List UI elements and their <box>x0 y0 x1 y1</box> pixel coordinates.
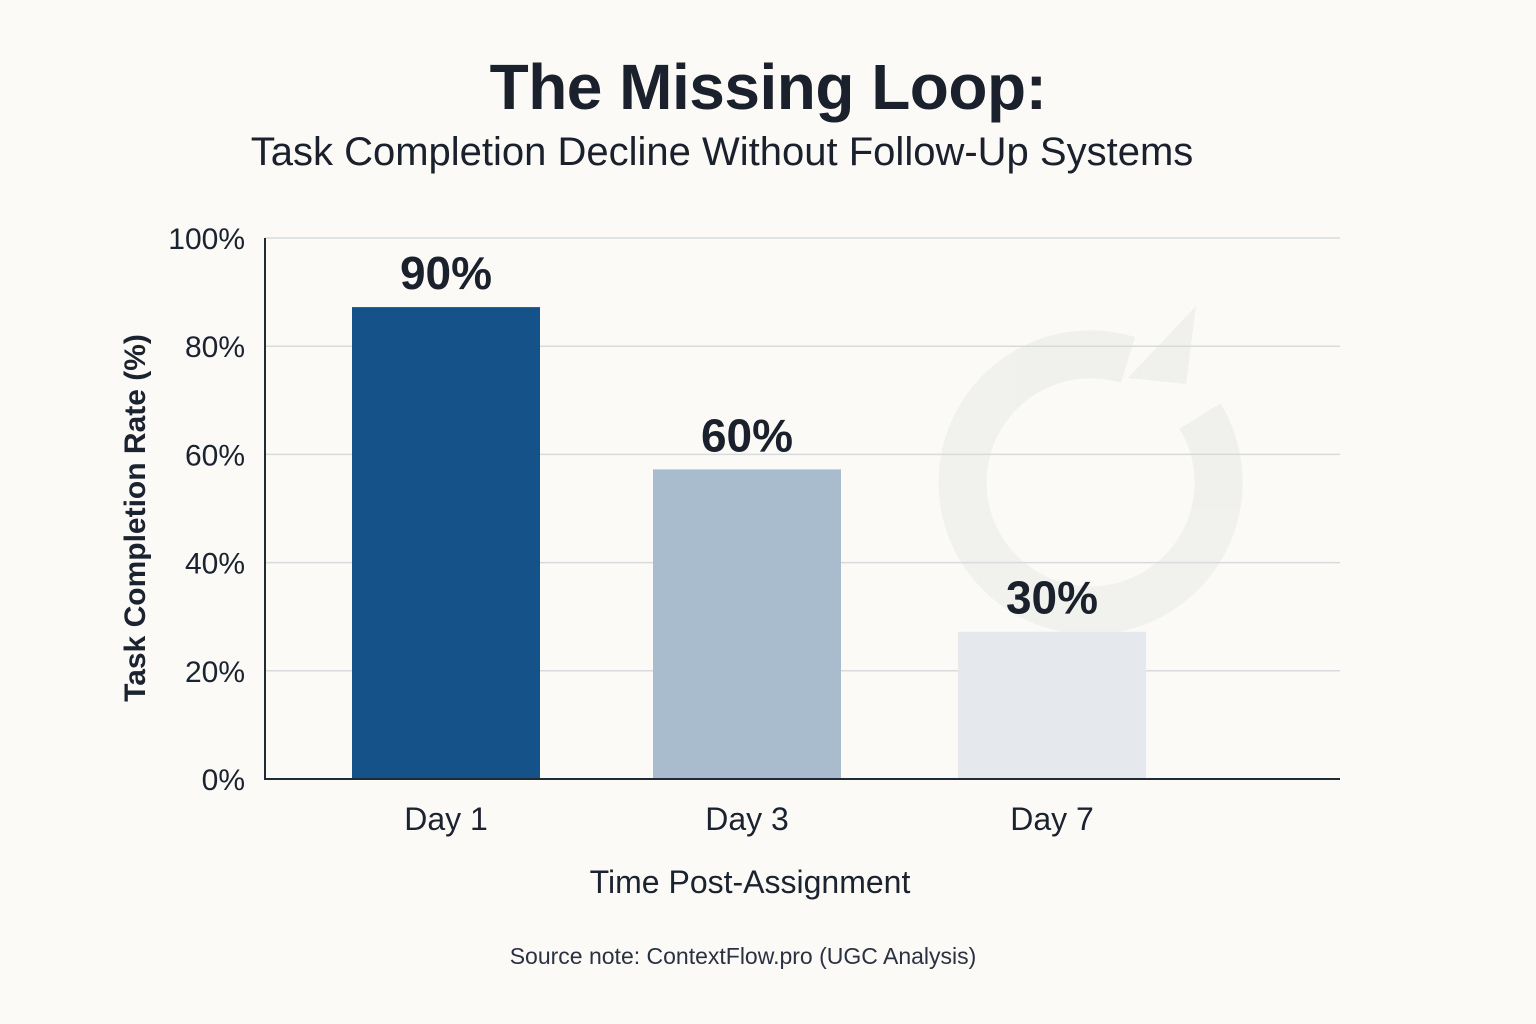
bar-value-labels: 90% 60% 30% <box>400 247 1098 624</box>
x-axis-title: Time Post-Assignment <box>590 864 911 900</box>
bar-value-label: 60% <box>701 409 793 461</box>
y-tick-label: 100% <box>168 223 245 256</box>
bar-value-label: 30% <box>1006 572 1098 624</box>
x-category-labels: Day 1 Day 3 Day 7 <box>404 801 1094 837</box>
bar-day-3 <box>653 469 841 779</box>
y-tick-label: 40% <box>185 548 245 581</box>
y-tick-label: 0% <box>202 764 245 797</box>
source-note: Source note: ContextFlow.pro (UGC Analys… <box>509 943 977 969</box>
y-tick-label: 60% <box>185 439 245 472</box>
x-category-label: Day 7 <box>1010 801 1094 837</box>
x-category-label: Day 3 <box>705 801 789 837</box>
chart-title: The Missing Loop: <box>489 51 1047 123</box>
bar-value-label: 90% <box>400 247 492 299</box>
x-category-label: Day 1 <box>404 801 488 837</box>
chart-subtitle: Task Completion Decline Without Follow-U… <box>250 130 1194 174</box>
bar-day-7 <box>958 631 1146 779</box>
bars <box>352 307 1146 779</box>
refresh-loop-icon <box>938 306 1243 635</box>
y-tick-label: 80% <box>185 331 245 364</box>
y-tick-labels: 0% 20% 40% 60% 80% 100% <box>168 223 245 797</box>
y-tick-label: 20% <box>185 656 245 689</box>
y-axis-title: Task Completion Rate (%) <box>119 334 152 702</box>
bar-day-1 <box>352 307 540 779</box>
